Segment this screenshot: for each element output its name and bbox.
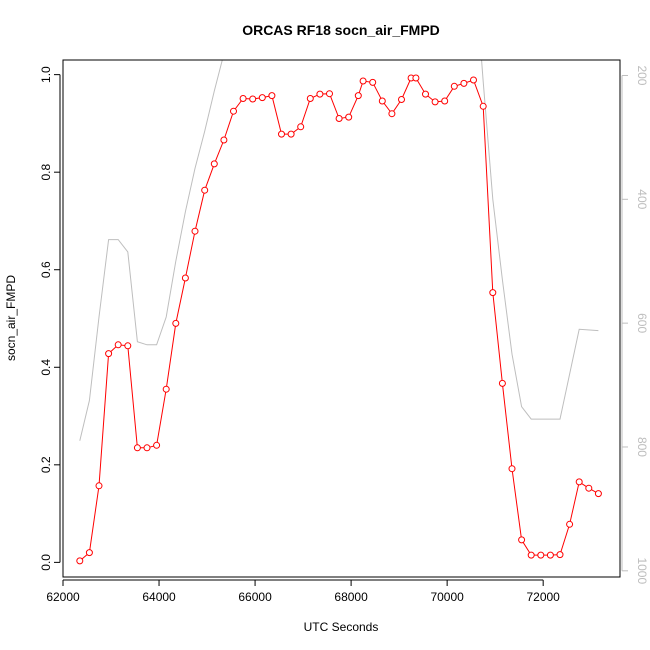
y2-tick-label: 800 <box>635 437 649 457</box>
y-tick-label: 0.8 <box>39 164 53 181</box>
data-point <box>518 536 526 544</box>
y2-tick-label: 400 <box>635 189 649 209</box>
data-point <box>398 96 405 103</box>
data-point <box>172 319 180 327</box>
data-point <box>460 79 468 87</box>
data-point <box>412 74 420 82</box>
data-point <box>268 92 276 100</box>
x-tick-label: 68000 <box>334 590 368 604</box>
chart-title: ORCAS RF18 socn_air_FMPD <box>242 22 440 38</box>
data-point <box>345 113 353 121</box>
data-point <box>239 95 247 102</box>
data-point <box>76 557 84 565</box>
data-point <box>162 385 170 393</box>
data-point <box>278 130 285 138</box>
data-point <box>537 551 545 559</box>
data-point <box>114 341 122 349</box>
data-point <box>566 520 574 528</box>
y2-tick-label: 600 <box>635 313 649 333</box>
data-point <box>249 95 257 103</box>
data-point <box>527 551 535 559</box>
x-tick-label: 66000 <box>238 590 272 604</box>
data-point <box>441 97 449 105</box>
y-tick-label: 0.2 <box>39 456 53 473</box>
x-tick-label: 64000 <box>142 590 176 604</box>
data-point <box>359 77 367 85</box>
data-point <box>479 102 487 110</box>
data-point <box>508 465 516 473</box>
data-point <box>124 342 132 350</box>
data-point <box>105 350 113 358</box>
data-point <box>191 227 199 235</box>
data-point <box>378 97 386 105</box>
x-tick-label: 70000 <box>430 590 464 604</box>
data-point <box>470 76 477 84</box>
data-point <box>388 110 396 118</box>
data-point <box>585 484 593 492</box>
data-point <box>201 186 209 194</box>
plot-frame <box>62 59 621 578</box>
y-tick-label: 1.0 <box>39 66 53 83</box>
y2-tick-label: 200 <box>635 65 649 85</box>
x-axis-label: UTC Seconds <box>304 620 379 634</box>
x-tick-label: 72000 <box>526 590 560 604</box>
data-point <box>489 289 497 297</box>
data-point <box>153 441 161 449</box>
data-point <box>431 98 439 106</box>
y-tick-label: 0.0 <box>39 554 53 571</box>
data-point <box>594 490 602 498</box>
data-point <box>450 82 458 90</box>
y2-tick-label: 1000 <box>635 557 649 584</box>
y-tick-label: 0.6 <box>39 261 53 278</box>
data-point <box>498 379 506 387</box>
data-point <box>306 95 314 102</box>
data-point <box>369 78 377 86</box>
y-axis-label: socn_air_FMPD <box>4 275 18 361</box>
data-point <box>326 90 333 98</box>
data-point <box>287 130 295 138</box>
data-point <box>575 478 583 486</box>
data-point <box>181 274 189 282</box>
data-point <box>95 482 103 490</box>
secondary-series-line <box>79 60 599 441</box>
y-tick-label: 0.4 <box>39 359 53 376</box>
data-point <box>220 136 228 144</box>
data-point <box>546 551 554 559</box>
data-point <box>133 444 141 452</box>
x-tick-label: 62000 <box>46 590 80 604</box>
data-point <box>143 444 151 452</box>
data-point <box>258 94 266 102</box>
data-point <box>556 551 564 559</box>
data-point <box>316 90 324 98</box>
data-point <box>230 107 237 115</box>
data-point <box>85 549 93 557</box>
data-point <box>335 115 343 122</box>
data-point <box>422 90 429 98</box>
data-point <box>354 92 362 100</box>
primary-series-line <box>79 77 599 562</box>
data-point <box>297 123 305 131</box>
data-point <box>210 160 218 168</box>
